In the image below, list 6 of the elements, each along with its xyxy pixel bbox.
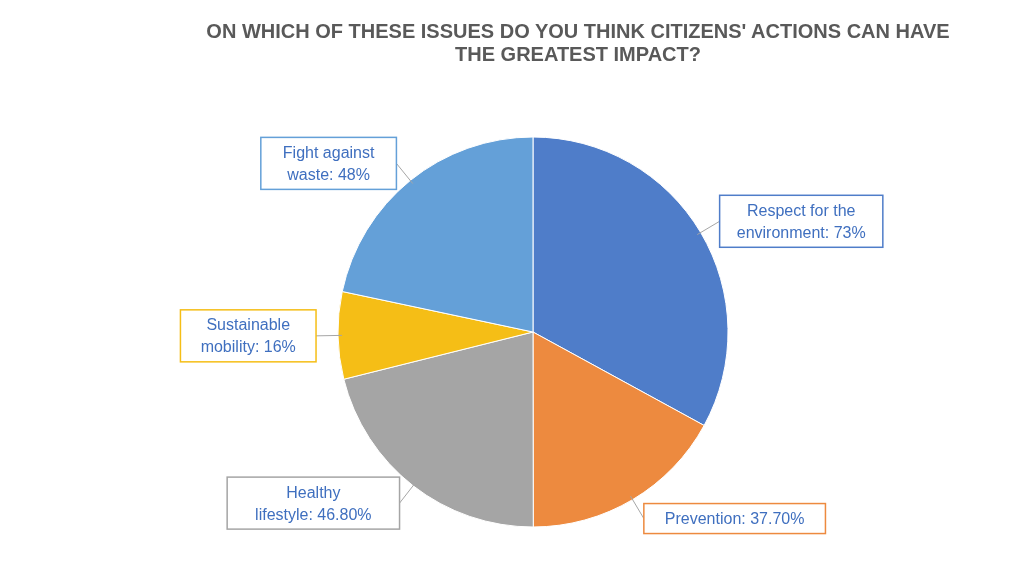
chart-title: ON WHICH OF THESE ISSUES DO YOU THINK CITIZENS' ACTIONS CAN HAVE THE GREATEST IMPACT?	[205, 19, 951, 67]
slice-label: Fight against waste: 48%	[282, 143, 375, 183]
legend-label: Healthy lifestyle: 46.80%	[255, 483, 372, 523]
slice-label: Sustainable mobility: 16%	[200, 316, 296, 356]
slice-label: Prevention: 37.70%	[664, 510, 805, 528]
slice-label: Respect for the environment: 73%	[736, 201, 866, 241]
